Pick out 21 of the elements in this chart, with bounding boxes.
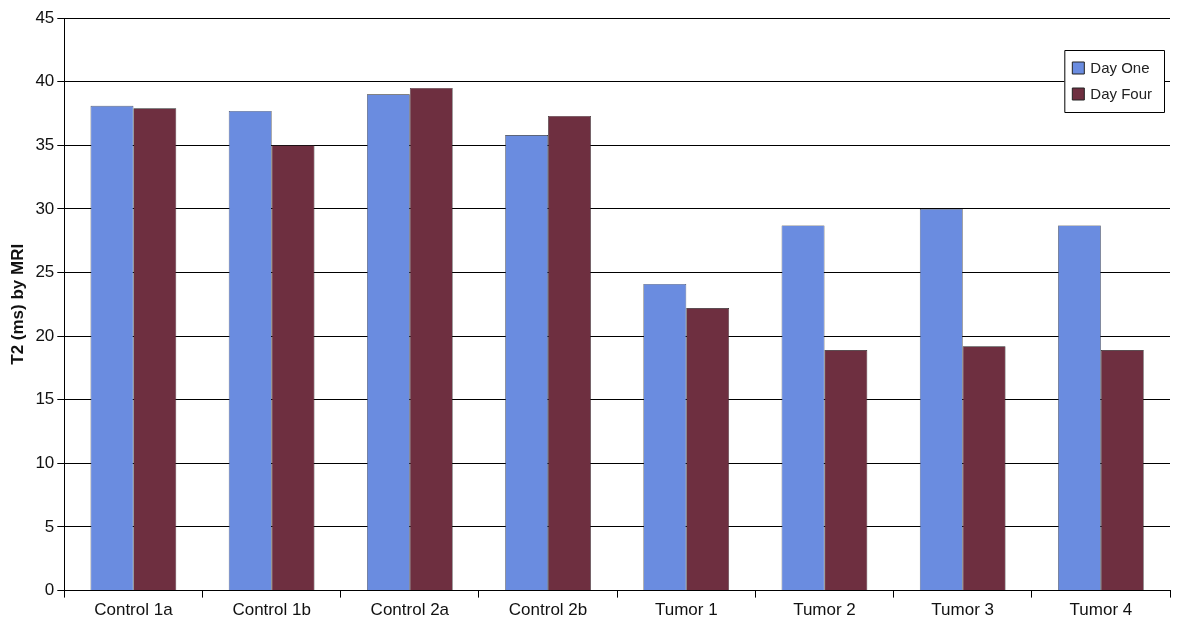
y-tick-label: 35 (35, 134, 55, 154)
x-tick-label: Tumor 1 (654, 600, 718, 620)
x-tick-label: Control 1b (232, 600, 311, 620)
x-tick-label: Control 2a (370, 600, 450, 620)
x-tick-label: Control 2b (508, 600, 588, 620)
y-tick-label: 25 (35, 262, 55, 282)
y-axis-title: T2 (ms) by MRI (7, 243, 27, 365)
y-tick-label: 45 (35, 7, 55, 27)
legend-label: Day One (1090, 59, 1150, 77)
y-tick-label: 5 (44, 516, 55, 536)
y-tick-label: 0 (44, 580, 55, 600)
y-tick-label: 15 (35, 389, 55, 409)
y-tick-label: 30 (35, 198, 55, 218)
y-tick-label: 20 (35, 325, 55, 345)
x-tick-label: Tumor 3 (931, 600, 995, 620)
y-tick-label: 40 (35, 71, 55, 91)
x-tick-label: Tumor 2 (793, 600, 856, 620)
y-tick-label: 10 (35, 453, 55, 473)
x-tick-label: Tumor 4 (1069, 600, 1133, 620)
legend-label: Day Four (1090, 85, 1152, 103)
x-tick-label: Control 1a (94, 600, 174, 620)
